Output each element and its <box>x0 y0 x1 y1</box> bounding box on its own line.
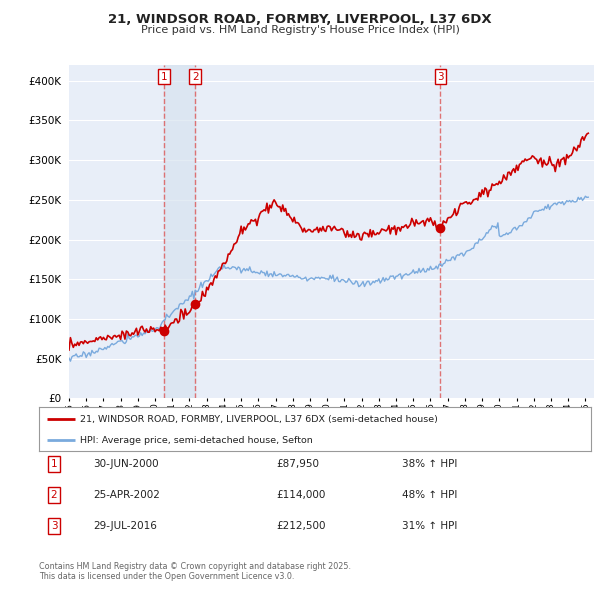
Text: 48% ↑ HPI: 48% ↑ HPI <box>402 490 457 500</box>
Text: 1: 1 <box>160 72 167 82</box>
Text: 25-APR-2002: 25-APR-2002 <box>93 490 160 500</box>
Text: HPI: Average price, semi-detached house, Sefton: HPI: Average price, semi-detached house,… <box>80 436 313 445</box>
Text: £114,000: £114,000 <box>276 490 325 500</box>
Text: 21, WINDSOR ROAD, FORMBY, LIVERPOOL, L37 6DX (semi-detached house): 21, WINDSOR ROAD, FORMBY, LIVERPOOL, L37… <box>80 415 438 424</box>
Text: Price paid vs. HM Land Registry's House Price Index (HPI): Price paid vs. HM Land Registry's House … <box>140 25 460 35</box>
Text: 29-JUL-2016: 29-JUL-2016 <box>93 521 157 530</box>
Text: £87,950: £87,950 <box>276 460 319 469</box>
Text: 31% ↑ HPI: 31% ↑ HPI <box>402 521 457 530</box>
Text: 1: 1 <box>50 460 58 469</box>
Text: 3: 3 <box>437 72 444 82</box>
Text: Contains HM Land Registry data © Crown copyright and database right 2025.
This d: Contains HM Land Registry data © Crown c… <box>39 562 351 581</box>
Text: 38% ↑ HPI: 38% ↑ HPI <box>402 460 457 469</box>
Text: 21, WINDSOR ROAD, FORMBY, LIVERPOOL, L37 6DX: 21, WINDSOR ROAD, FORMBY, LIVERPOOL, L37… <box>108 13 492 26</box>
Text: 2: 2 <box>50 490 58 500</box>
Bar <box>164 65 195 398</box>
Text: 30-JUN-2000: 30-JUN-2000 <box>93 460 158 469</box>
Text: 3: 3 <box>50 521 58 530</box>
Text: 2: 2 <box>192 72 199 82</box>
Text: £212,500: £212,500 <box>276 521 325 530</box>
